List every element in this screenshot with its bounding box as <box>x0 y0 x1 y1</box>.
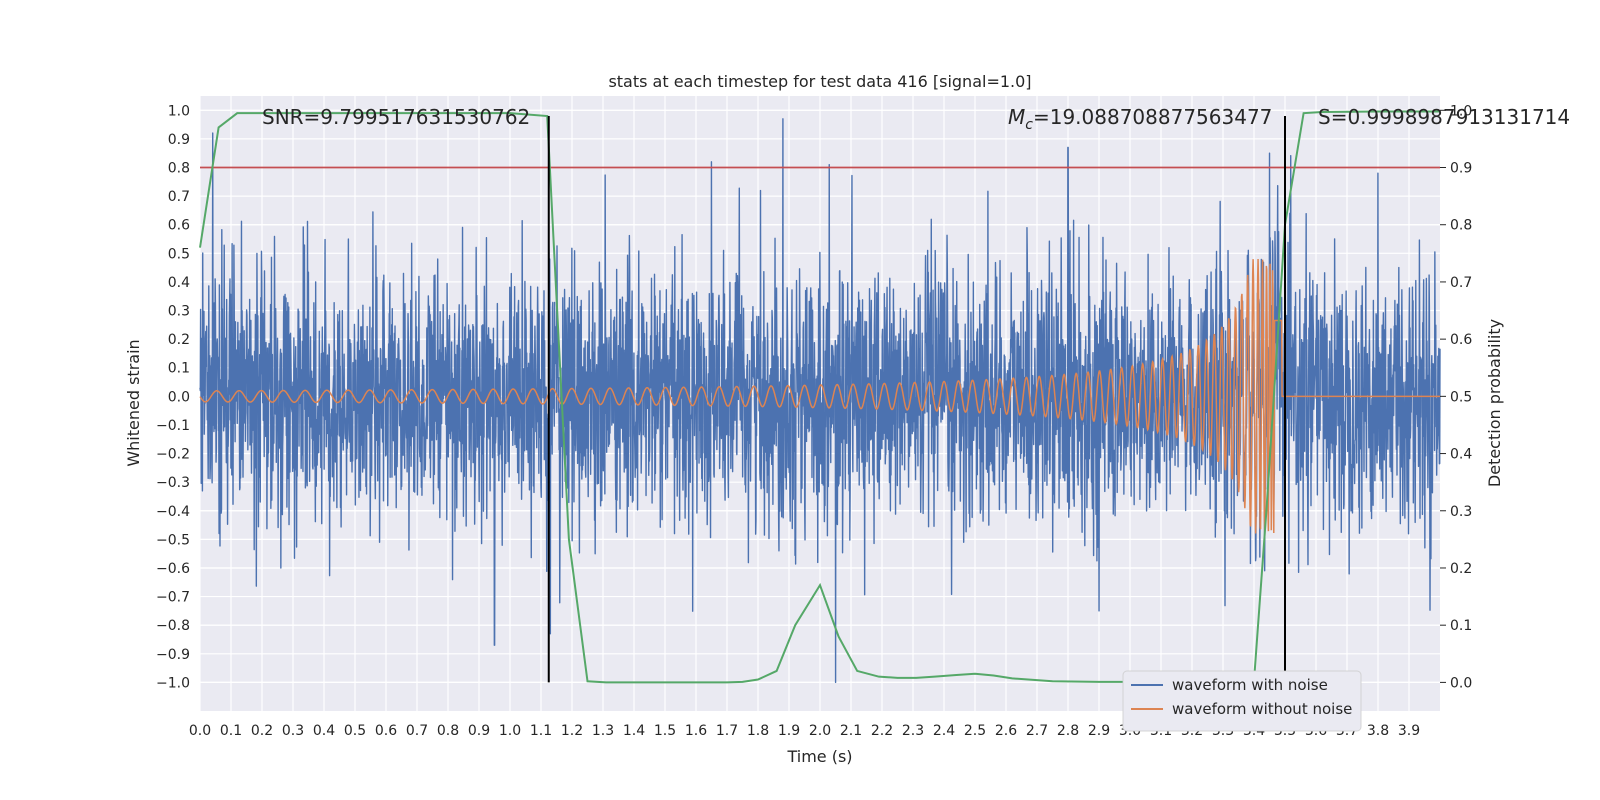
x-tick-label: 3.8 <box>1367 723 1389 739</box>
legend-label-noisy: waveform with noise <box>1172 676 1328 694</box>
y-tick-label-right: 0.0 <box>1450 675 1472 691</box>
y-tick-label-left: 0.0 <box>168 389 190 405</box>
chirp-mass-annotation: Mc=19.088708877563477 <box>1008 105 1272 133</box>
y-tick-label-left: −1.0 <box>156 675 190 691</box>
y-tick-label-right: 1.0 <box>1450 103 1472 119</box>
x-tick-label: 1.8 <box>747 723 769 739</box>
x-tick-label: 1.2 <box>561 723 583 739</box>
y-tick-label-left: −0.8 <box>156 618 190 634</box>
x-tick-label: 0.3 <box>282 723 304 739</box>
y-tick-label-left: −0.1 <box>156 418 190 434</box>
y-tick-label-left: −0.5 <box>156 532 190 548</box>
x-tick-label: 1.7 <box>716 723 738 739</box>
y-tick-label-left: 0.3 <box>168 304 190 320</box>
x-tick-label: 2.4 <box>933 723 955 739</box>
x-tick-label: 3.9 <box>1398 723 1420 739</box>
series-waveform-without-noise <box>199 259 1440 534</box>
y-tick-label-left: 1.0 <box>168 103 190 119</box>
x-tick-label: 1.4 <box>623 723 645 739</box>
x-tick-label: 2.9 <box>1088 723 1110 739</box>
x-tick-label: 2.3 <box>902 723 924 739</box>
x-tick-label: 2.1 <box>840 723 862 739</box>
chirp-mass-value: =19.088708877563477 <box>1033 105 1272 129</box>
x-tick-label: 0.9 <box>468 723 490 739</box>
y-tick-label-left: 0.4 <box>168 275 190 291</box>
y-tick-label-left: −0.4 <box>156 504 190 520</box>
series-detection-probability <box>199 110 1440 684</box>
y-tick-label-right: 0.2 <box>1450 561 1472 577</box>
x-tick-label: 2.8 <box>1057 723 1079 739</box>
y-tick-label-left: 0.2 <box>168 332 190 348</box>
s-annotation: S=0.9998987913131714 <box>1318 105 1570 129</box>
y-tick-label-right: 0.4 <box>1450 447 1472 463</box>
snr-annotation: SNR=9.799517631530762 <box>262 105 530 129</box>
x-tick-label: 0.2 <box>251 723 273 739</box>
y-tick-label-left: 0.9 <box>168 132 190 148</box>
y-tick-label-left: 0.6 <box>168 218 190 234</box>
x-tick-label: 0.6 <box>375 723 397 739</box>
y-tick-label-left: −0.6 <box>156 561 190 577</box>
x-tick-label: 0.8 <box>437 723 459 739</box>
chirp-mass-subscript: c <box>1025 117 1033 133</box>
y-tick-label-right: 0.1 <box>1450 618 1472 634</box>
y-tick-label-right: 0.5 <box>1450 389 1472 405</box>
x-tick-label: 0.1 <box>220 723 242 739</box>
x-tick-label: 1.1 <box>530 723 552 739</box>
y-axis-label-left: Whitened strain <box>124 339 143 466</box>
legend-label-clean: waveform without noise <box>1172 700 1352 718</box>
x-tick-label: 1.5 <box>654 723 676 739</box>
annotation-layer <box>547 116 1286 683</box>
x-tick-label: 2.6 <box>995 723 1017 739</box>
x-tick-label: 2.2 <box>871 723 893 739</box>
y-tick-label-left: −0.9 <box>156 647 190 663</box>
x-tick-label: 2.0 <box>809 723 831 739</box>
x-tick-label: 1.3 <box>592 723 614 739</box>
chart-title: stats at each timestep for test data 416… <box>608 72 1031 91</box>
series-waveform-with-noise <box>199 118 1441 684</box>
x-tick-label: 0.7 <box>406 723 428 739</box>
y-tick-label-right: 0.6 <box>1450 332 1472 348</box>
y-axis-label-right: Detection probability <box>1485 319 1504 487</box>
x-tick-label: 0.0 <box>189 723 211 739</box>
series-layer <box>199 110 1441 684</box>
y-tick-label-left: 0.5 <box>168 246 190 262</box>
x-axis-label: Time (s) <box>786 747 852 766</box>
x-tick-label: 1.9 <box>778 723 800 739</box>
y-tick-label-left: 0.1 <box>168 361 190 377</box>
y-tick-label-right: 0.3 <box>1450 504 1472 520</box>
legend-box <box>1122 670 1362 732</box>
legend: waveform with noise waveform without noi… <box>1122 670 1362 732</box>
y-tick-label-right: 0.9 <box>1450 161 1472 177</box>
y-tick-label-left: −0.2 <box>156 447 190 463</box>
x-tick-label: 0.4 <box>313 723 335 739</box>
y-tick-label-left: −0.3 <box>156 475 190 491</box>
x-tick-label: 2.7 <box>1026 723 1048 739</box>
y-tick-label-left: −0.7 <box>156 590 190 606</box>
y-tick-label-left: 0.7 <box>168 189 190 205</box>
x-tick-label: 2.5 <box>964 723 986 739</box>
x-tick-label: 1.6 <box>685 723 707 739</box>
x-tick-label: 1.0 <box>499 723 521 739</box>
x-tick-label: 0.5 <box>344 723 366 739</box>
y-tick-label-right: 0.7 <box>1450 275 1472 291</box>
chirp-mass-symbol: M <box>1008 105 1025 129</box>
y-tick-label-right: 0.8 <box>1450 218 1472 234</box>
y-tick-label-left: 0.8 <box>168 161 190 177</box>
